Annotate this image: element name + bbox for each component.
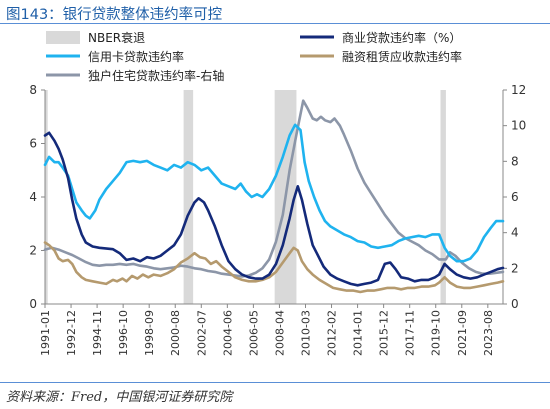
x-tick-label: 1992-12 xyxy=(65,310,78,356)
source-rule xyxy=(0,382,550,383)
left-tick-label: 2 xyxy=(29,244,37,258)
legend-swatch-nber xyxy=(46,31,80,44)
title-rule xyxy=(0,23,550,24)
right-tick-label: 0 xyxy=(511,297,519,311)
legend-label-lease: 融资租赁应收款违约率 xyxy=(342,49,462,64)
right-tick-label: 12 xyxy=(511,83,526,97)
right-tick-label: 4 xyxy=(511,226,519,240)
left-tick-label: 8 xyxy=(29,83,37,97)
x-tick-label: 2004-06 xyxy=(221,310,234,356)
series-credit-card-line xyxy=(43,123,505,263)
left-tick-label: 4 xyxy=(29,190,37,204)
x-tick-label: 2000-08 xyxy=(169,310,182,356)
x-tick-label: 2021-09 xyxy=(456,310,469,356)
right-tick-label: 2 xyxy=(511,261,519,275)
x-tick-label: 1994-11 xyxy=(91,310,104,356)
left-tick-label: 6 xyxy=(29,137,37,151)
x-tick-label: 2010-03 xyxy=(299,310,312,356)
right-tick-label: 10 xyxy=(511,119,526,133)
recession-band xyxy=(45,90,48,304)
legend-label-nber: NBER衰退 xyxy=(88,30,145,45)
recession-bands xyxy=(45,90,446,304)
x-tick-label: 2014-01 xyxy=(352,310,365,356)
x-tick-label: 2002-07 xyxy=(195,310,208,356)
legend-label-residential: 独户住宅贷款违约率-右轴 xyxy=(88,68,224,83)
series-lines xyxy=(43,99,505,294)
left-tick-label: 0 xyxy=(29,297,37,311)
series-residential-line xyxy=(43,99,505,278)
x-tick-label: 1996-10 xyxy=(117,310,130,356)
right-tick-label: 6 xyxy=(511,190,519,204)
series-commercial-line xyxy=(43,131,505,287)
x-tick-label: 2006-05 xyxy=(247,310,260,356)
legend: NBER衰退 商业贷款违约率（%） 信用卡贷款违约率 融资租赁应收款违约率 独户… xyxy=(46,30,462,83)
legend-label-commercial: 商业贷款违约率（%） xyxy=(342,30,461,45)
x-tick-label: 2017-11 xyxy=(404,310,417,356)
x-tick-label: 2008-04 xyxy=(273,310,286,356)
axes: 0 2 4 6 8 0 2 4 6 8 10 12 1991-01 1992-12 1994-11 1996-… xyxy=(29,83,526,356)
legend-label-credit-card: 信用卡贷款违约率 xyxy=(88,49,184,64)
chart: 0 2 4 6 8 0 2 4 6 8 10 12 1991-01 1992-12 1994-11 1996-… xyxy=(29,30,526,356)
x-tick-label: 2023-08 xyxy=(482,310,495,356)
x-tick-label: 2015-12 xyxy=(378,310,391,356)
x-tick-label: 2019-10 xyxy=(430,310,443,356)
right-tick-label: 8 xyxy=(511,154,519,168)
recession-band xyxy=(440,90,446,304)
x-tick-label: 1991-01 xyxy=(39,310,52,356)
source-note: 资料来源：Fred，中国银河证券研究院 xyxy=(6,390,233,405)
x-tick-label: 1998-09 xyxy=(143,310,156,356)
x-tick-label: 2012-02 xyxy=(326,310,339,356)
figure-title: 图143：银行贷款整体违约率可控 xyxy=(6,7,223,23)
recession-band xyxy=(183,90,194,304)
